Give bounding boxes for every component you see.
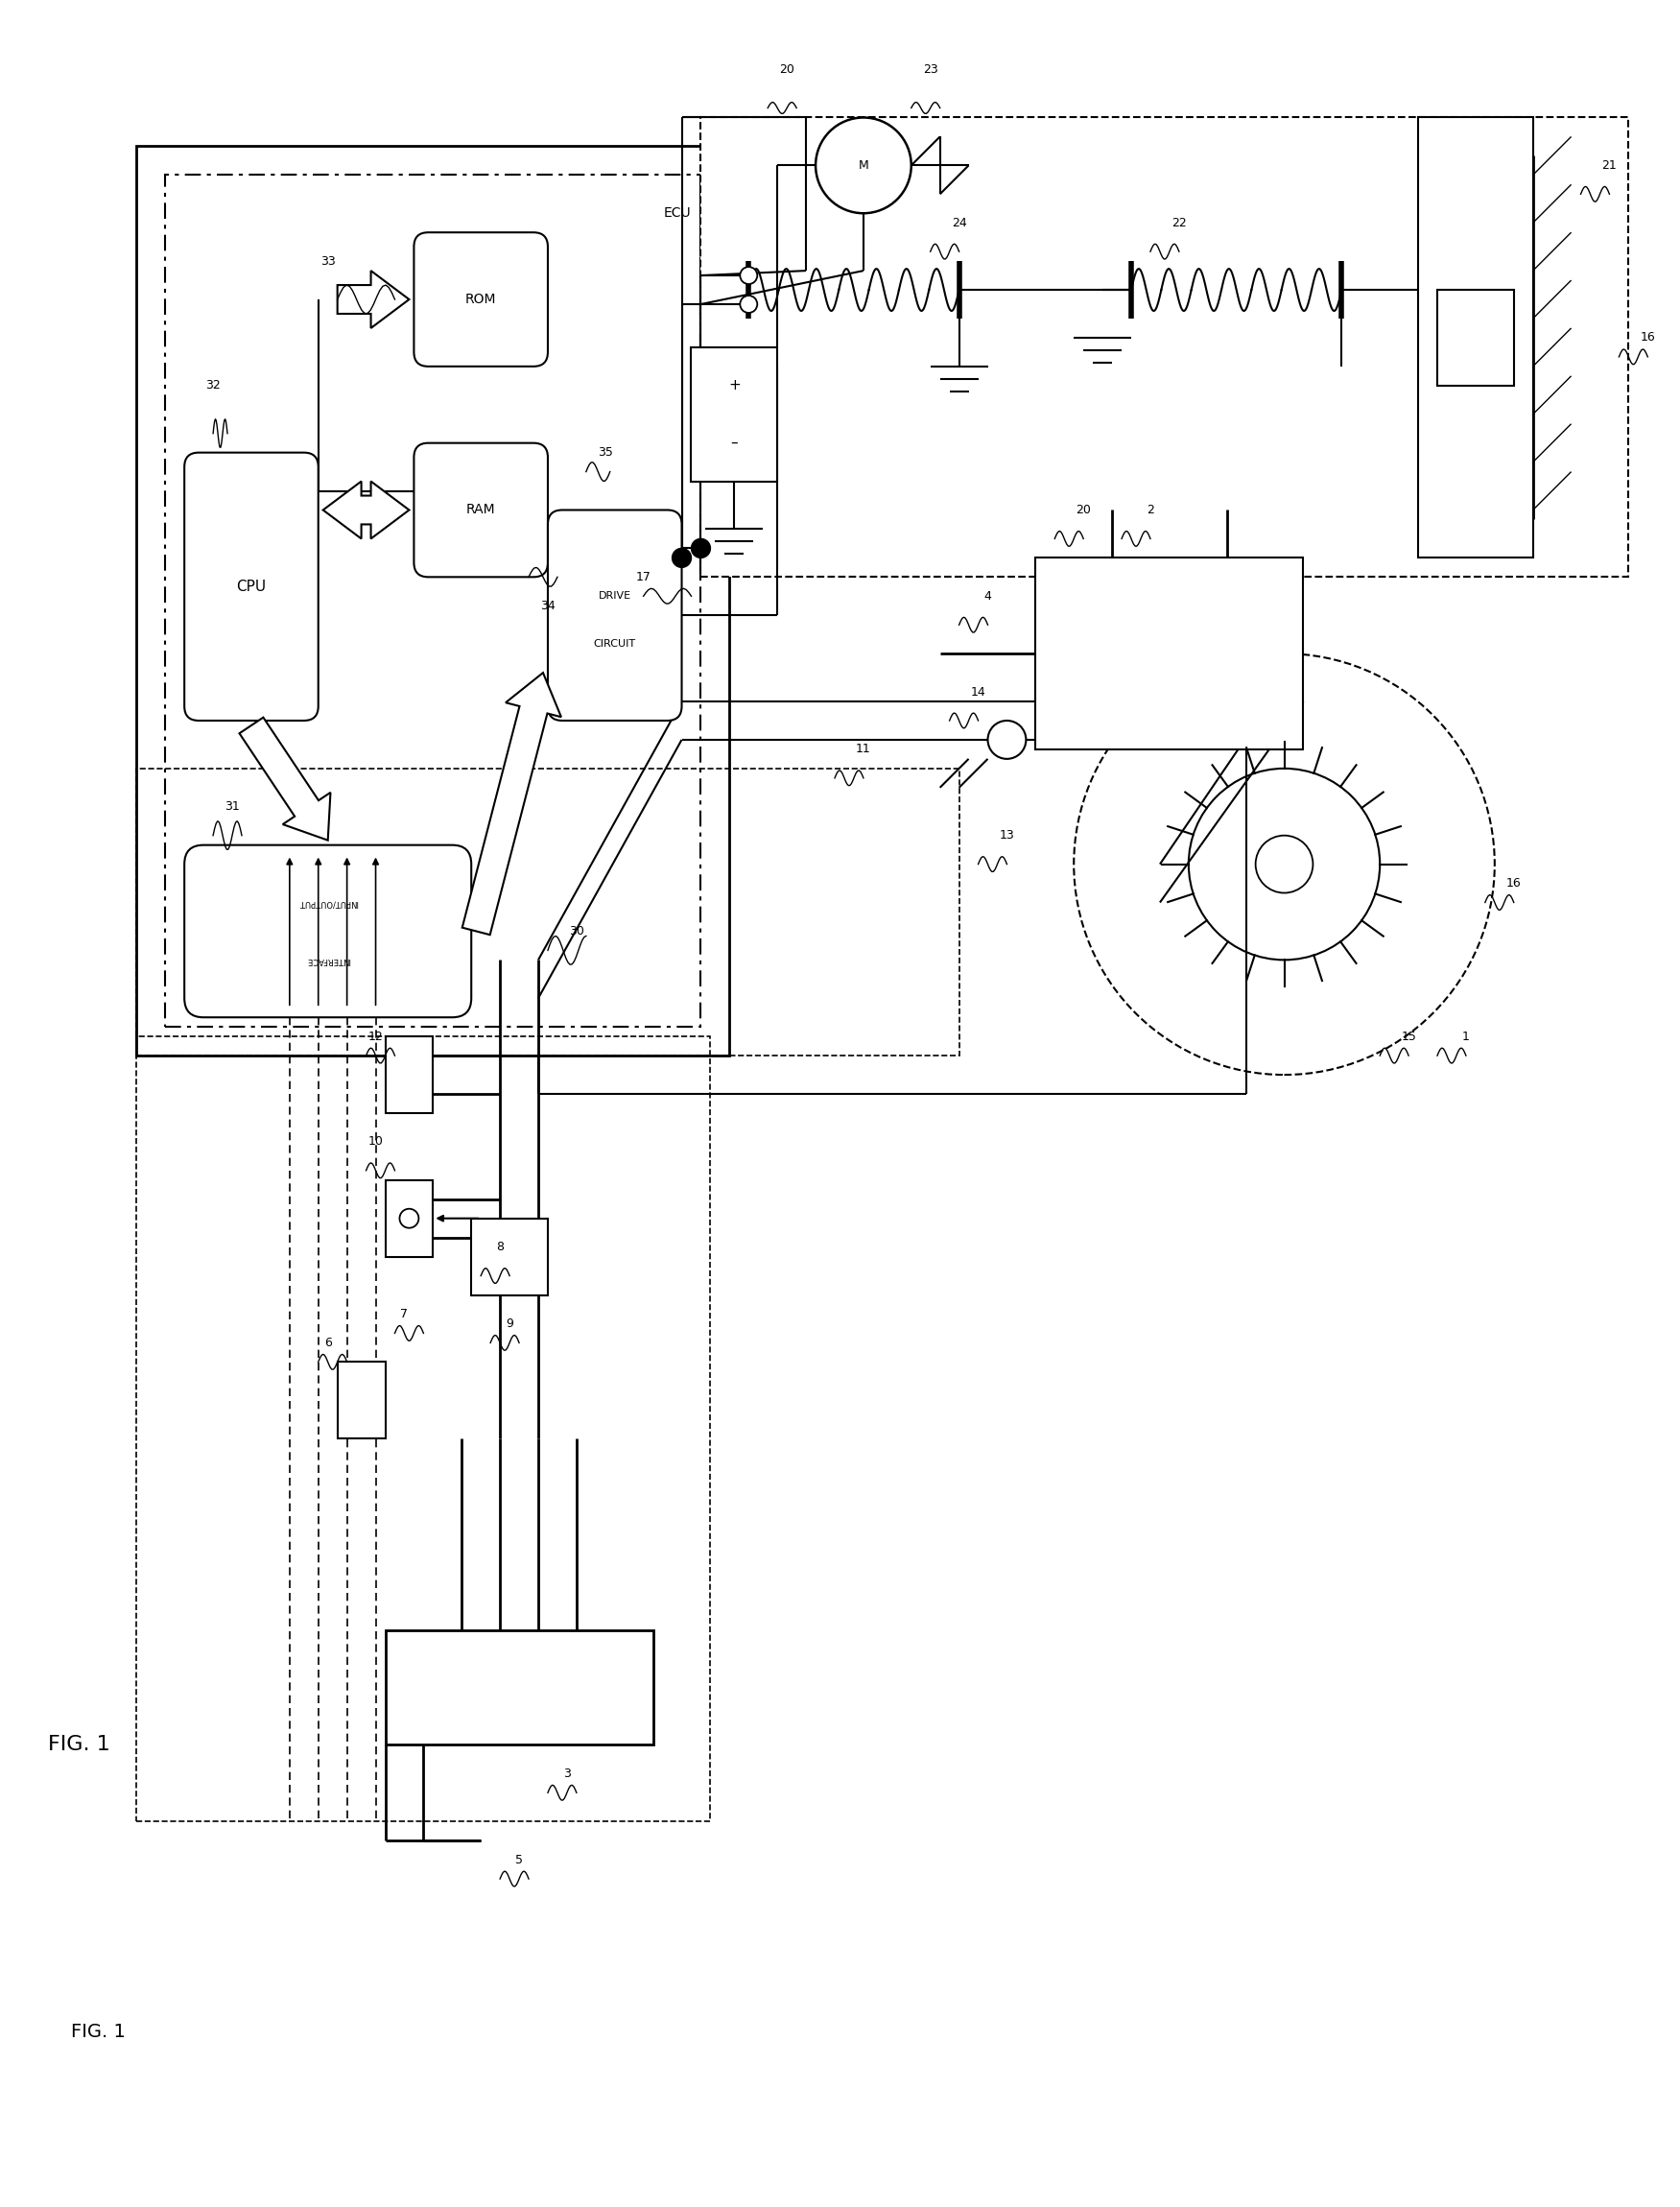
Text: 7: 7	[400, 1309, 408, 1320]
Circle shape	[741, 267, 758, 285]
Text: 9: 9	[506, 1318, 514, 1331]
Text: 17: 17	[635, 572, 652, 583]
Text: 10: 10	[368, 1137, 383, 1148]
Text: INPUT/OUTPUT: INPUT/OUTPUT	[297, 898, 358, 907]
Text: 21: 21	[1601, 159, 1616, 172]
Bar	[701, 117, 1628, 576]
Bar	[472, 1218, 548, 1296]
Text: CIRCUIT: CIRCUIT	[593, 640, 637, 649]
Text: INTERFACE: INTERFACE	[306, 956, 349, 964]
FancyBboxPatch shape	[413, 444, 548, 576]
Bar	[385, 1631, 654, 1746]
Circle shape	[1255, 836, 1314, 894]
Text: 32: 32	[205, 380, 220, 393]
Text: 16: 16	[1640, 331, 1655, 344]
Bar	[338, 1362, 385, 1439]
Text: 34: 34	[541, 600, 556, 611]
FancyBboxPatch shape	[185, 845, 472, 1017]
Text: 20: 20	[1075, 503, 1090, 516]
Text: 13: 13	[1000, 830, 1015, 841]
Text: 4: 4	[984, 589, 991, 603]
Text: 31: 31	[225, 801, 240, 812]
Text: 30: 30	[570, 925, 585, 938]
FancyBboxPatch shape	[413, 232, 548, 366]
Polygon shape	[323, 481, 410, 539]
Text: +: +	[727, 377, 741, 393]
Text: DRIVE: DRIVE	[598, 591, 632, 600]
Text: 35: 35	[598, 446, 613, 459]
Bar	[385, 1181, 433, 1256]
Text: ECU: ECU	[664, 207, 690, 221]
Text: 22: 22	[1171, 216, 1186, 230]
Text: 6: 6	[324, 1337, 331, 1348]
Circle shape	[815, 117, 911, 214]
Bar	[690, 346, 778, 481]
Bar	[1438, 289, 1514, 386]
Text: 16: 16	[1507, 876, 1522, 889]
Text: M: M	[858, 159, 869, 172]
FancyBboxPatch shape	[548, 510, 682, 722]
Bar	[385, 1037, 433, 1112]
Text: –: –	[731, 435, 738, 450]
Text: 15: 15	[1401, 1031, 1416, 1042]
Text: ROM: ROM	[465, 294, 497, 307]
Text: 11: 11	[855, 744, 870, 755]
Circle shape	[690, 539, 711, 558]
Text: 23: 23	[922, 64, 937, 75]
Text: 33: 33	[321, 254, 336, 267]
Circle shape	[672, 547, 690, 567]
Text: CPU: CPU	[237, 580, 265, 594]
Text: 12: 12	[368, 1031, 383, 1042]
Polygon shape	[338, 271, 410, 329]
Text: 3: 3	[563, 1768, 571, 1779]
Text: 8: 8	[496, 1240, 504, 1254]
Bar	[136, 146, 729, 1055]
Polygon shape	[239, 717, 331, 841]
Circle shape	[400, 1209, 418, 1227]
Bar	[1035, 558, 1304, 750]
Polygon shape	[462, 673, 561, 936]
Text: 20: 20	[780, 64, 795, 75]
Bar	[165, 174, 701, 1026]
Text: 14: 14	[971, 686, 986, 697]
Circle shape	[741, 296, 758, 313]
Circle shape	[988, 722, 1026, 759]
Text: RAM: RAM	[465, 503, 496, 516]
Text: FIG. 1: FIG. 1	[49, 1735, 111, 1755]
FancyBboxPatch shape	[185, 452, 318, 722]
Bar	[136, 1037, 711, 1821]
Bar	[1418, 117, 1532, 558]
Bar	[136, 768, 959, 1055]
Text: 5: 5	[516, 1854, 522, 1865]
Text: 1: 1	[1462, 1031, 1470, 1042]
Text: FIG. 1: FIG. 1	[71, 2024, 126, 2041]
Text: 24: 24	[951, 216, 966, 230]
Text: 2: 2	[1146, 503, 1154, 516]
